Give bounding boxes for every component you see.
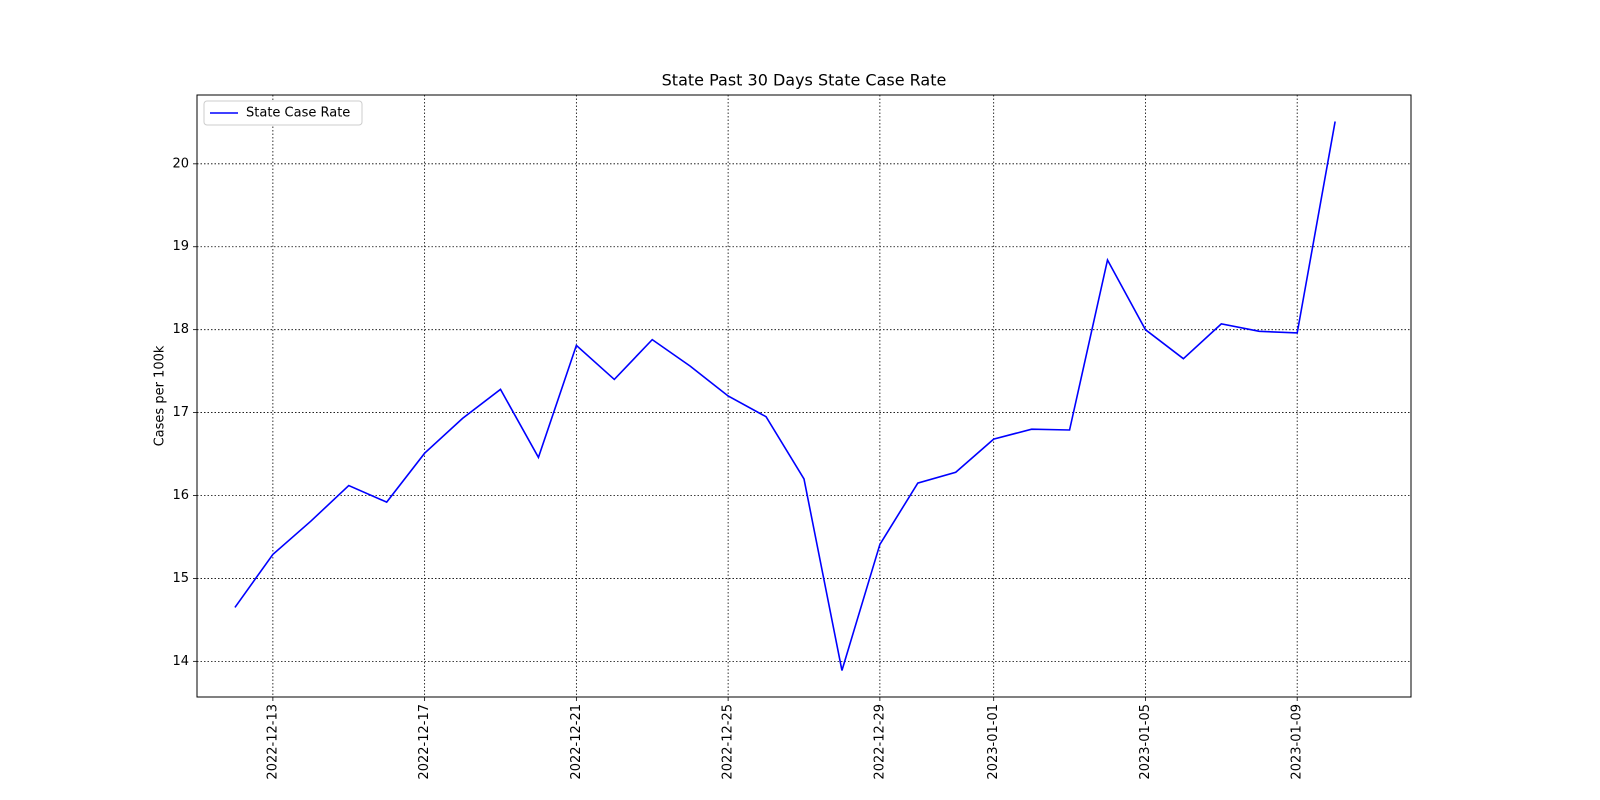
y-tick-label: 15 — [172, 571, 189, 586]
chart-title: State Past 30 Days State Case Rate — [662, 71, 947, 90]
y-tick-label: 16 — [172, 488, 189, 503]
x-tick-label: 2022-12-13 — [265, 704, 280, 780]
plot-frame — [196, 94, 1412, 698]
legend: State Case Rate — [203, 100, 363, 126]
y-tick-label: 20 — [172, 156, 189, 171]
x-tick-label: 2023-01-01 — [986, 704, 1001, 780]
x-tick-label: 2022-12-25 — [721, 704, 736, 780]
y-tick-label: 18 — [172, 322, 189, 337]
x-tick-label: 2023-01-09 — [1290, 704, 1305, 780]
x-tick-label: 2022-12-21 — [569, 704, 584, 780]
y-tick-label: 17 — [172, 405, 189, 420]
y-axis-label: Cases per 100k — [153, 345, 168, 446]
y-tick-label: 14 — [172, 654, 189, 669]
legend-label: State Case Rate — [246, 106, 350, 121]
data-line — [234, 121, 1336, 671]
legend-box — [203, 100, 363, 126]
x-tick-label: 2022-12-29 — [872, 704, 887, 780]
x-tick-label: 2022-12-17 — [417, 704, 432, 780]
y-tick-label: 19 — [172, 239, 189, 254]
x-tick-label: 2023-01-05 — [1138, 704, 1153, 780]
